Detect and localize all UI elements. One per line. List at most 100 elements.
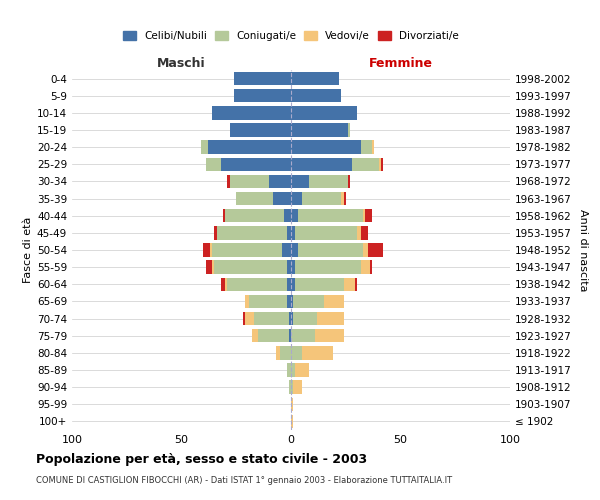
Bar: [221, 158, 291, 171]
Y-axis label: Anni di nascita: Anni di nascita: [578, 209, 588, 291]
Bar: [217, 226, 287, 239]
Bar: [289, 329, 291, 342]
Bar: [282, 244, 291, 256]
Bar: [291, 294, 293, 308]
Bar: [234, 89, 291, 102]
Bar: [291, 140, 361, 154]
Bar: [287, 294, 291, 308]
Bar: [258, 329, 289, 342]
Bar: [203, 244, 210, 256]
Bar: [344, 192, 346, 205]
Bar: [348, 124, 350, 136]
Bar: [214, 226, 217, 239]
Bar: [293, 294, 324, 308]
Bar: [226, 209, 284, 222]
Bar: [250, 294, 287, 308]
Bar: [212, 244, 282, 256]
Bar: [234, 72, 291, 86]
Bar: [236, 192, 274, 205]
Bar: [291, 124, 348, 136]
Bar: [361, 260, 370, 274]
Bar: [254, 312, 289, 326]
Bar: [298, 209, 363, 222]
Bar: [289, 312, 291, 326]
Bar: [291, 106, 357, 120]
Bar: [293, 380, 302, 394]
Bar: [381, 158, 383, 171]
Bar: [210, 244, 212, 256]
Bar: [214, 260, 287, 274]
Bar: [287, 226, 291, 239]
Bar: [291, 364, 295, 376]
Bar: [230, 174, 269, 188]
Bar: [348, 174, 350, 188]
Bar: [291, 398, 293, 411]
Bar: [365, 209, 372, 222]
Text: Popolazione per età, sesso e stato civile - 2003: Popolazione per età, sesso e stato civil…: [36, 452, 367, 466]
Bar: [291, 380, 293, 394]
Bar: [298, 244, 363, 256]
Bar: [287, 364, 291, 376]
Bar: [291, 158, 352, 171]
Bar: [201, 140, 208, 154]
Legend: Celibi/Nubili, Coniugati/e, Vedovi/e, Divorziati/e: Celibi/Nubili, Coniugati/e, Vedovi/e, Di…: [119, 26, 463, 45]
Bar: [291, 209, 298, 222]
Bar: [293, 312, 317, 326]
Bar: [223, 209, 226, 222]
Bar: [212, 260, 214, 274]
Bar: [372, 140, 374, 154]
Bar: [352, 158, 379, 171]
Bar: [275, 346, 280, 360]
Bar: [291, 244, 298, 256]
Bar: [269, 174, 291, 188]
Bar: [227, 174, 230, 188]
Bar: [291, 72, 339, 86]
Bar: [357, 226, 361, 239]
Text: Maschi: Maschi: [157, 57, 206, 70]
Bar: [324, 294, 344, 308]
Bar: [274, 192, 291, 205]
Bar: [212, 106, 291, 120]
Bar: [291, 260, 295, 274]
Bar: [344, 278, 355, 291]
Bar: [251, 329, 258, 342]
Bar: [221, 278, 226, 291]
Bar: [291, 312, 293, 326]
Bar: [291, 89, 341, 102]
Bar: [341, 192, 344, 205]
Y-axis label: Fasce di età: Fasce di età: [23, 217, 33, 283]
Bar: [287, 260, 291, 274]
Text: COMUNE DI CASTIGLION FIBOCCHI (AR) - Dati ISTAT 1° gennaio 2003 - Elaborazione T: COMUNE DI CASTIGLION FIBOCCHI (AR) - Dat…: [36, 476, 452, 485]
Bar: [245, 312, 254, 326]
Bar: [315, 329, 344, 342]
Bar: [287, 278, 291, 291]
Bar: [291, 346, 302, 360]
Bar: [370, 260, 372, 274]
Bar: [295, 364, 308, 376]
Bar: [284, 209, 291, 222]
Bar: [289, 380, 291, 394]
Bar: [291, 192, 302, 205]
Bar: [368, 244, 383, 256]
Bar: [317, 312, 344, 326]
Bar: [208, 140, 291, 154]
Bar: [379, 158, 381, 171]
Bar: [291, 174, 308, 188]
Bar: [291, 226, 295, 239]
Bar: [363, 244, 368, 256]
Bar: [291, 414, 293, 428]
Bar: [291, 278, 295, 291]
Bar: [355, 278, 356, 291]
Bar: [206, 260, 212, 274]
Bar: [302, 192, 341, 205]
Bar: [227, 278, 287, 291]
Bar: [280, 346, 291, 360]
Bar: [363, 209, 365, 222]
Bar: [361, 226, 368, 239]
Bar: [230, 124, 291, 136]
Bar: [295, 226, 356, 239]
Bar: [295, 260, 361, 274]
Bar: [361, 140, 372, 154]
Bar: [295, 278, 344, 291]
Bar: [243, 312, 245, 326]
